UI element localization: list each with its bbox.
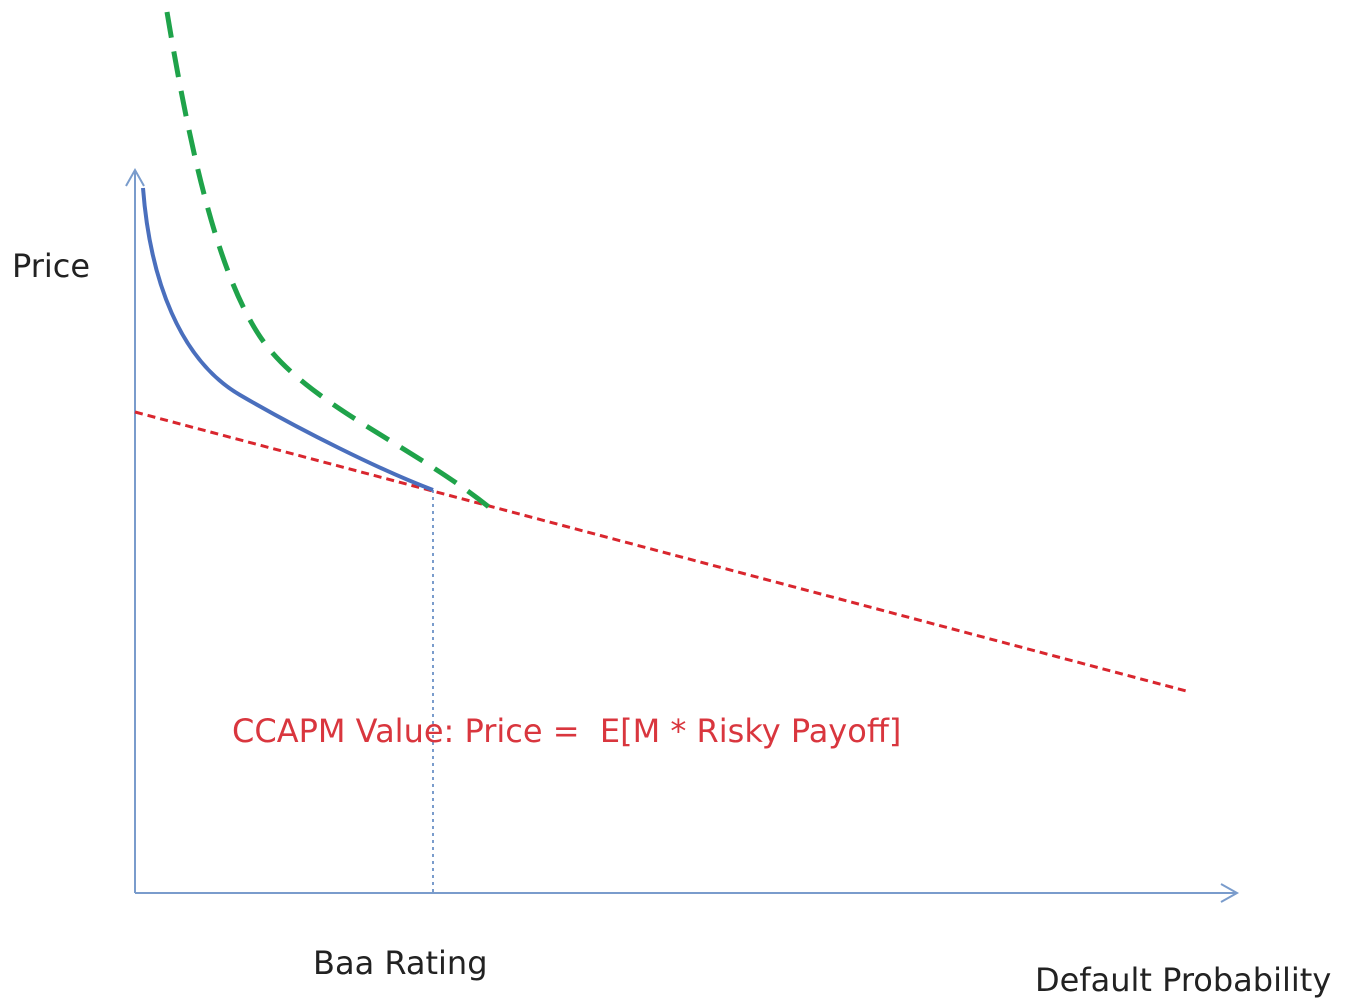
annotation: CCAPM Value: Price = E[M * Risky Payoff]	[232, 712, 901, 750]
ccapm-line	[134, 410, 1191, 694]
x-axis-arrow	[1220, 883, 1240, 903]
price-curve	[141, 187, 434, 492]
x-axis-label: Default Probability	[1035, 961, 1331, 999]
marker-label: Baa Rating	[313, 944, 488, 982]
y-axis-arrow	[125, 167, 145, 187]
y-axis-label: Price	[12, 247, 90, 285]
upper-curve	[164, 11, 497, 514]
